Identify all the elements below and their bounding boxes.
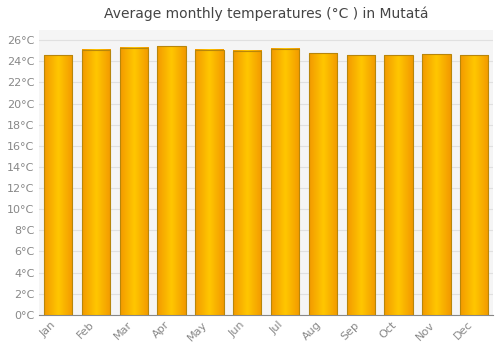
Bar [82,50,110,315]
Bar [196,50,224,315]
Bar [308,53,337,315]
Bar [233,51,262,315]
Title: Average monthly temperatures (°C ) in Mutatá: Average monthly temperatures (°C ) in Mu… [104,7,428,21]
Bar [422,54,450,315]
Bar [384,55,412,315]
Bar [44,55,72,315]
Bar [120,48,148,315]
Bar [460,55,488,315]
Bar [158,47,186,315]
Bar [346,55,375,315]
Bar [271,49,300,315]
